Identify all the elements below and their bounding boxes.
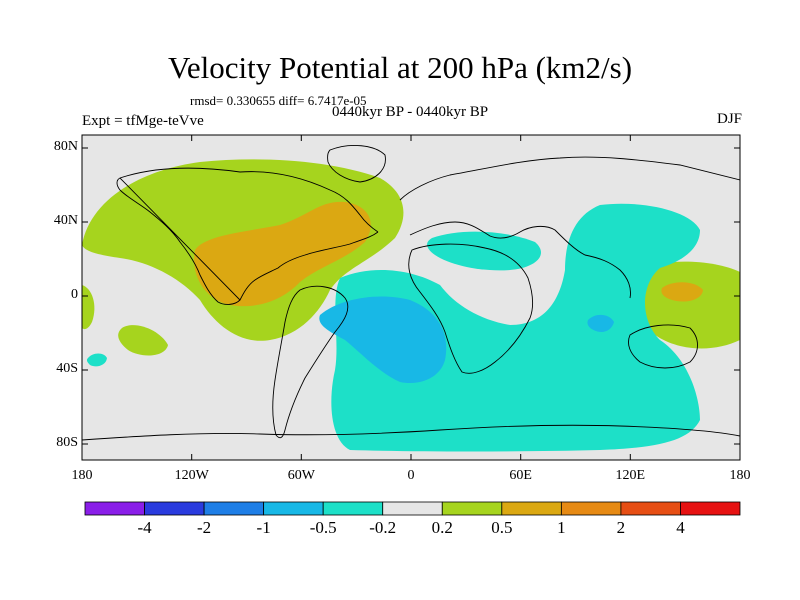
colorbar-swatch xyxy=(263,501,324,516)
period-label: 0440kyr BP - 0440kyr BP xyxy=(331,104,489,120)
colorbar-swatch xyxy=(501,501,562,516)
colorbar-swatch xyxy=(322,501,384,516)
negative-core-south-atlantic xyxy=(319,296,447,384)
positive-region-west-pacific xyxy=(636,261,740,349)
colorbar-label: 0.2 xyxy=(431,518,453,537)
coastline-greenland xyxy=(327,144,386,183)
lon-tick-label: 60W xyxy=(287,468,315,483)
positive-core-americas xyxy=(194,201,371,307)
negative-region-north-africa xyxy=(427,231,541,271)
season-label: DJF xyxy=(716,111,742,127)
negative-region-southeast-pacific xyxy=(86,353,107,367)
lon-tick-label: 120W xyxy=(174,468,209,483)
colorbar-swatch xyxy=(441,501,503,516)
lon-tick-label: 60E xyxy=(509,468,532,483)
coastline-south-america xyxy=(272,285,349,439)
colorbar-swatch xyxy=(620,501,681,516)
coastlines xyxy=(82,144,740,441)
colorbar-label: -2 xyxy=(196,518,212,537)
colorbar-label: -0.5 xyxy=(309,518,337,537)
coastline-eurasia xyxy=(399,156,740,299)
axis-ticks xyxy=(81,135,741,460)
colorbar-swatch xyxy=(84,501,145,516)
lon-tick-label: 180 xyxy=(71,468,93,483)
colorbar-label: -0.2 xyxy=(369,518,397,537)
positive-core-west-pacific xyxy=(661,282,703,302)
colorbar-label: 0.5 xyxy=(491,518,513,537)
colorbar-swatch xyxy=(382,501,443,516)
colorbar-label: 1 xyxy=(557,518,566,537)
coastline-africa xyxy=(408,243,534,374)
negative-core-indian-ocean xyxy=(587,314,614,332)
colorbar-label: -4 xyxy=(137,518,152,537)
lon-tick-label: 0 xyxy=(407,468,415,483)
colorbar xyxy=(84,501,741,516)
coastline-australia xyxy=(628,324,698,369)
coastline-antarctica xyxy=(82,424,740,441)
lat-tick-label: 40S xyxy=(56,361,78,376)
colorbar-label: -1 xyxy=(256,518,271,537)
lat-tick-label: 40N xyxy=(53,213,78,228)
lat-tick-label: 80N xyxy=(53,139,78,154)
colorbar-swatch xyxy=(680,501,741,516)
lat-tick-label: 0 xyxy=(71,287,78,302)
colorbar-swatch xyxy=(560,501,622,516)
coastline-north-america xyxy=(116,167,379,305)
negative-region-atlantic-indian xyxy=(331,203,700,452)
colorbar-label: 4 xyxy=(676,518,685,537)
positive-region-pacific-south xyxy=(118,325,168,356)
lon-tick-label: 120E xyxy=(615,468,646,483)
lat-tick-label: 80S xyxy=(56,435,78,450)
colorbar-swatch xyxy=(203,501,265,516)
lon-tick-label: 180 xyxy=(729,468,751,483)
plot-title: Velocity Potential at 200 hPa (km2/s) xyxy=(167,50,633,85)
colorbar-label: 2 xyxy=(616,518,626,537)
colorbar-swatch xyxy=(144,501,205,516)
experiment-label: Expt = tfMge-teVve xyxy=(82,113,204,129)
stats-line: rmsd= 0.330655 diff= 6.7417e-05 xyxy=(190,93,367,108)
